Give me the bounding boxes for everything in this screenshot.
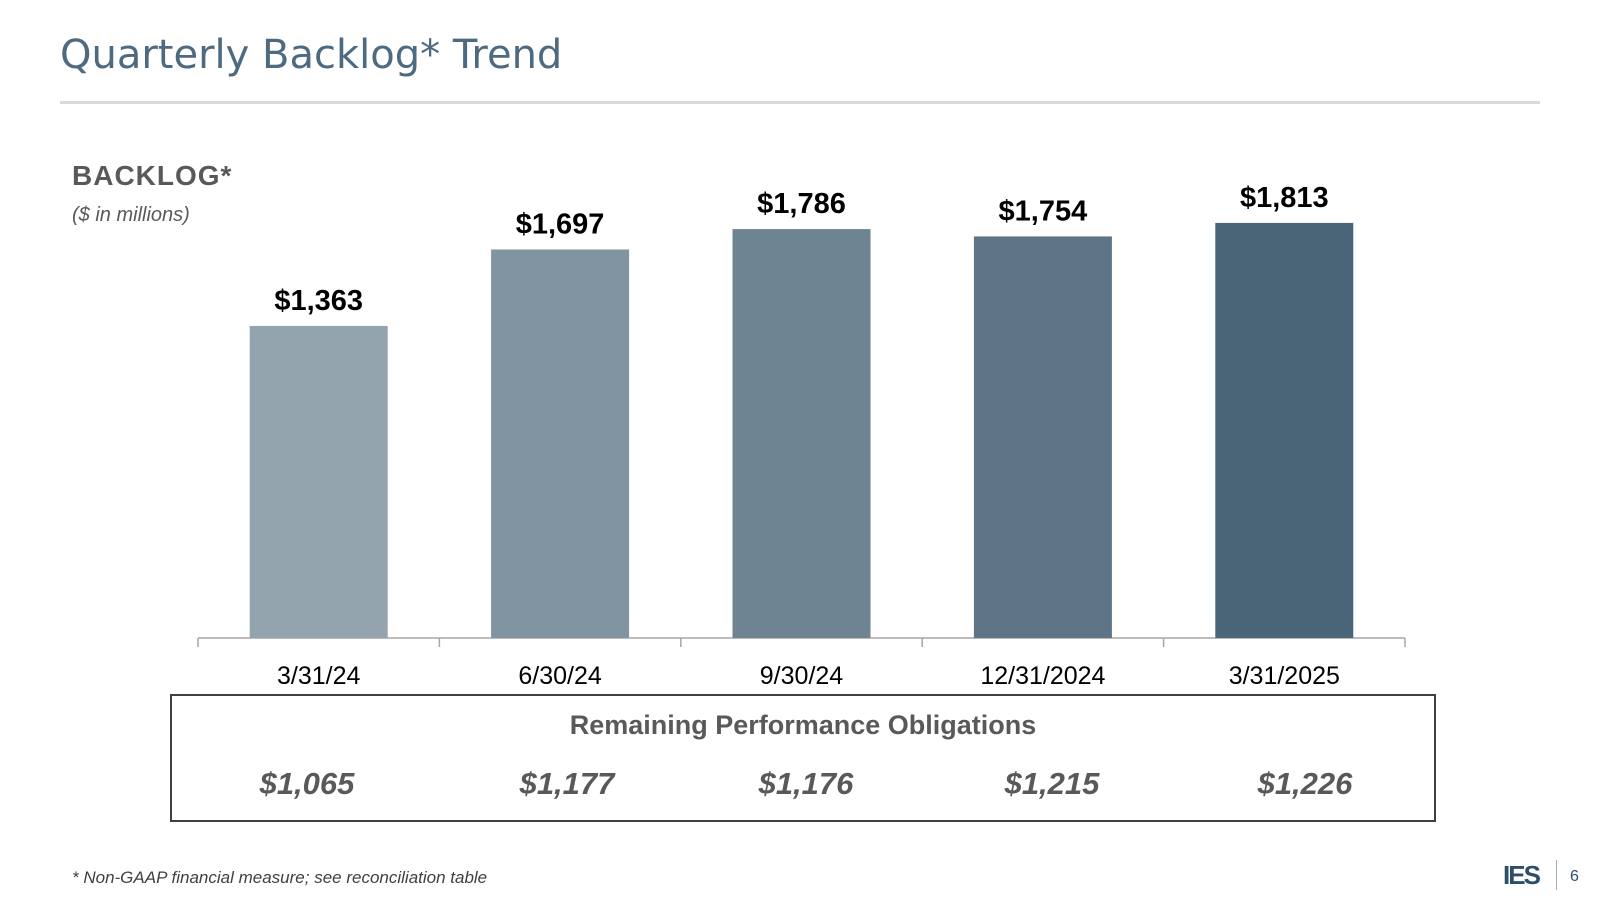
bar-value-label: $1,363	[274, 285, 363, 317]
bar-value-label: $1,786	[757, 188, 846, 220]
rpo-table: Remaining Performance Obligations $1,065…	[170, 694, 1436, 822]
bar-value-label: $1,754	[999, 195, 1088, 227]
chart-subheading: ($ in millions)	[72, 204, 190, 226]
chart-heading: BACKLOG*	[72, 160, 233, 191]
bar	[973, 236, 1112, 638]
title-divider	[60, 101, 1540, 104]
x-tick-label: 3/31/24	[277, 662, 361, 690]
company-logo: IES	[1503, 860, 1541, 890]
x-tick-label: 12/31/2024	[980, 662, 1105, 690]
backlog-bar-chart: $1,363 3/31/24 $1,697 6/30/24 $1,786 9/30/24 $…	[197, 182, 1406, 690]
page-number: 6	[1570, 868, 1579, 885]
x-tick-label: 9/30/24	[760, 662, 844, 690]
bar	[491, 249, 630, 638]
bar	[249, 325, 388, 638]
logo-divider	[1556, 860, 1557, 890]
rpo-title: Remaining Performance Obligations	[569, 710, 1037, 740]
bar	[732, 229, 871, 638]
x-tick-label: 3/31/2025	[1229, 662, 1340, 690]
rpo-value: $1,215	[1004, 766, 1100, 801]
x-tick-label: 6/30/24	[518, 662, 602, 690]
rpo-value: $1,065	[259, 766, 355, 801]
bar	[1215, 222, 1354, 638]
bar-value-label: $1,813	[1240, 182, 1329, 214]
rpo-value: $1,226	[1257, 766, 1353, 801]
footnote: * Non-GAAP financial measure; see reconc…	[72, 868, 488, 887]
slide-title: Quarterly Backlog* Trend	[60, 32, 563, 78]
rpo-value: $1,177	[519, 766, 615, 801]
bar-value-label: $1,697	[516, 208, 605, 240]
rpo-value: $1,176	[758, 766, 854, 801]
